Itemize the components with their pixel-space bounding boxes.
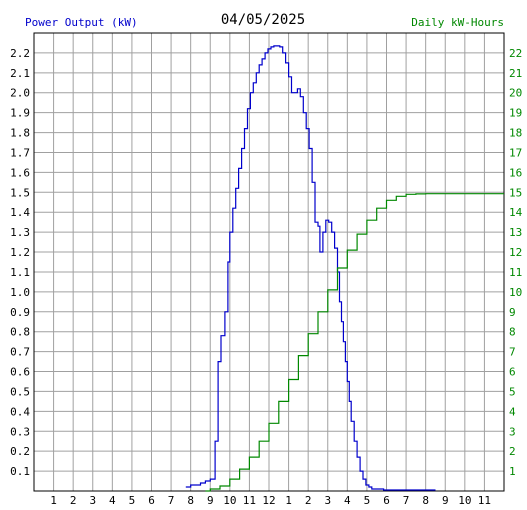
- y-right-tick-label: 7: [509, 346, 516, 359]
- x-tick-label: 8: [422, 494, 429, 507]
- y-right-tick-label: 15: [509, 186, 522, 199]
- x-tick-label: 9: [442, 494, 449, 507]
- chart-title: 04/05/2025: [221, 12, 305, 28]
- x-tick-label: 5: [129, 494, 136, 507]
- x-tick-label: 11: [478, 494, 491, 507]
- y-right-tick-label: 17: [509, 146, 522, 159]
- y-right-tick-label: 11: [509, 266, 522, 279]
- x-tick-label: 6: [148, 494, 155, 507]
- y-right-tick-label: 10: [509, 286, 522, 299]
- x-tick-label: 10: [458, 494, 471, 507]
- tick-labels: 1 2 3 4 5 6 7 8 9 10 11 12 1 2 3 4 5 6 7 8 9 10 110.10.20.30.4…: [10, 47, 522, 507]
- y-right-tick-label: 12: [509, 246, 522, 259]
- y-left-tick-label: 2.2: [10, 47, 30, 60]
- y-right-tick-label: 9: [509, 306, 516, 319]
- y-right-tick-label: 14: [509, 206, 523, 219]
- x-tick-label: 2: [305, 494, 312, 507]
- y-right-tick-label: 20: [509, 87, 522, 100]
- x-tick-label: 6: [383, 494, 390, 507]
- x-tick-label: 4: [109, 494, 116, 507]
- y-right-tick-label: 1: [509, 465, 516, 478]
- y-left-tick-label: 1.9: [10, 107, 30, 120]
- x-tick-label: 5: [364, 494, 371, 507]
- y-left-tick-label: 0.4: [10, 405, 30, 418]
- y-left-tick-label: 1.6: [10, 166, 30, 179]
- grid-lines: [34, 33, 504, 491]
- y-right-tick-label: 16: [509, 166, 522, 179]
- y-left-tick-label: 0.6: [10, 366, 30, 379]
- x-tick-label: 12: [262, 494, 275, 507]
- x-tick-label: 7: [403, 494, 410, 507]
- series-layer: [185, 45, 504, 492]
- x-tick-label: 3: [89, 494, 96, 507]
- x-tick-label: 8: [187, 494, 194, 507]
- power-output-line: [185, 45, 436, 491]
- y-left-tick-label: 2.1: [10, 67, 30, 80]
- x-tick-label: 11: [243, 494, 256, 507]
- y-right-tick-label: 22: [509, 47, 522, 60]
- y-right-tick-label: 8: [509, 326, 516, 339]
- x-tick-label: 2: [70, 494, 77, 507]
- y-left-tick-label: 0.9: [10, 306, 30, 319]
- x-tick-label: 9: [207, 494, 214, 507]
- y-right-tick-label: 21: [509, 67, 522, 80]
- y-left-tick-label: 0.3: [10, 425, 30, 438]
- y-left-tick-label: 1.4: [10, 206, 30, 219]
- y-left-tick-label: 1.8: [10, 127, 30, 140]
- daily-kwh-line: [205, 193, 504, 492]
- y-right-tick-label: 3: [509, 425, 516, 438]
- y-right-tick-label: 13: [509, 226, 522, 239]
- x-tick-label: 1: [50, 494, 57, 507]
- y-right-tick-label: 2: [509, 445, 516, 458]
- y-left-tick-label: 0.1: [10, 465, 30, 478]
- plot-frame: [33, 32, 505, 492]
- x-tick-label: 1: [285, 494, 292, 507]
- y-left-tick-label: 0.7: [10, 346, 30, 359]
- y-right-tick-label: 6: [509, 366, 516, 379]
- y-right-tick-label: 19: [509, 107, 522, 120]
- y-left-tick-label: 1.3: [10, 226, 30, 239]
- x-tick-label: 3: [324, 494, 331, 507]
- x-tick-label: 4: [344, 494, 351, 507]
- y-left-tick-label: 2.0: [10, 87, 30, 100]
- y-left-tick-label: 0.5: [10, 385, 30, 398]
- y-right-tick-label: 18: [509, 127, 522, 140]
- y-left-tick-label: 1.1: [10, 266, 30, 279]
- x-tick-label: 10: [223, 494, 236, 507]
- y-left-tick-label: 0.8: [10, 326, 30, 339]
- y-right-tick-label: 5: [509, 385, 516, 398]
- left-axis-label: Power Output (kW): [25, 16, 138, 29]
- y-left-tick-label: 1.2: [10, 246, 30, 259]
- x-tick-label: 7: [168, 494, 175, 507]
- y-right-tick-label: 4: [509, 405, 516, 418]
- y-left-tick-label: 0.2: [10, 445, 30, 458]
- right-axis-label: Daily kW-Hours: [411, 16, 504, 29]
- y-left-tick-label: 1.7: [10, 146, 30, 159]
- y-left-tick-label: 1.0: [10, 286, 30, 299]
- y-left-tick-label: 1.5: [10, 186, 30, 199]
